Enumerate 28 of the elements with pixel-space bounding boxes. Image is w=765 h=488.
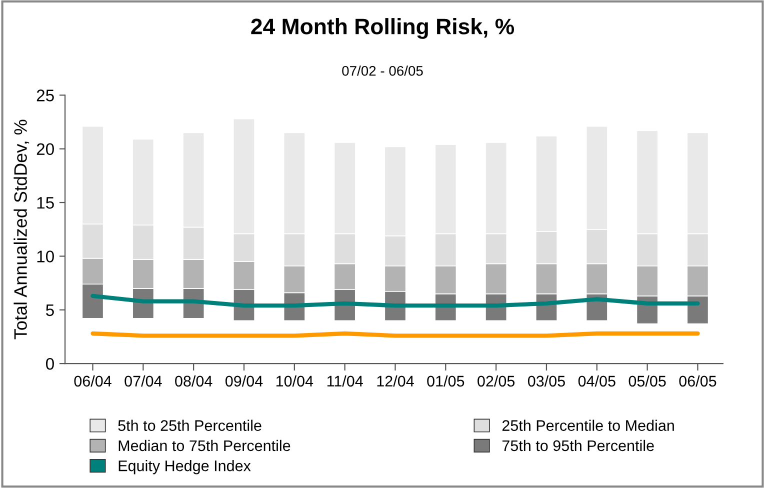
legend-label: Equity Hedge Index: [118, 460, 251, 474]
x-tick-label: 03/05: [528, 375, 565, 387]
x-tick-label: 04/05: [578, 375, 616, 387]
legend-label: Median to 75th Percentile: [118, 440, 290, 452]
y-tick-label: 25: [36, 90, 54, 102]
x-tick-label: 06/05: [679, 375, 716, 387]
y-tick-label: 0: [46, 358, 54, 370]
y-tick-label: 15: [37, 197, 54, 209]
x-tick-label: 01/05: [427, 375, 464, 387]
legend-label: 75th to 95th Percentile: [502, 440, 654, 452]
y-tick-label: 5: [46, 304, 54, 316]
x-tick-label: 06/04: [74, 375, 112, 387]
chart-subtitle: 07/02 - 06/05: [342, 66, 423, 76]
x-tick-label: 09/04: [225, 375, 263, 387]
x-tick-label: 08/04: [175, 375, 212, 387]
x-tick-label: 07/04: [124, 375, 162, 387]
y-axis-title: Total Annualized StdDev, %: [14, 120, 30, 340]
y-tick-label: 20: [36, 143, 54, 156]
x-tick-label: 05/05: [628, 375, 666, 387]
x-tick-label: 12/04: [377, 375, 414, 387]
x-tick-label: 11/04: [327, 375, 363, 387]
line-series: [90, 294, 700, 308]
chart-title: 24 Month Rolling Risk, %: [251, 18, 514, 39]
y-tick-label: 10: [37, 250, 54, 262]
x-tick-label: 02/05: [478, 375, 515, 387]
legend-label: 5th to 25th Percentile: [118, 420, 262, 431]
legend-label: 25th Percentile to Median: [502, 420, 674, 431]
x-tick-label: 10/04: [276, 375, 314, 387]
